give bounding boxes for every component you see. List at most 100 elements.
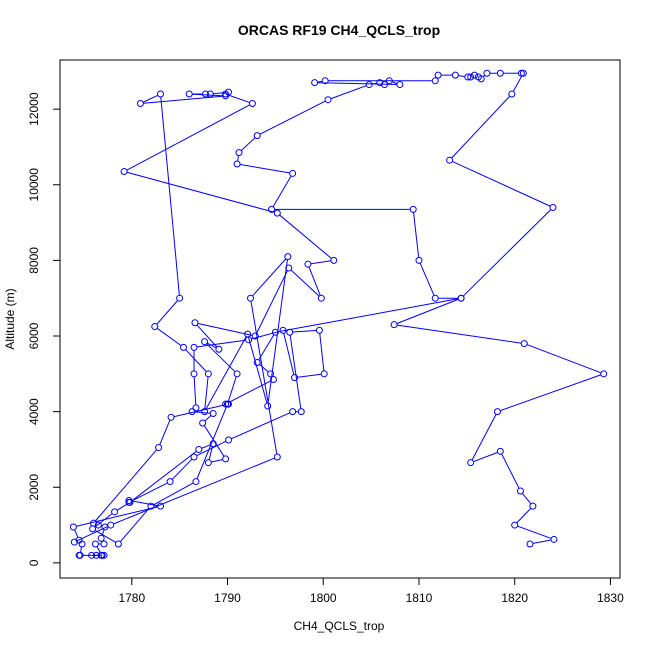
series-line-segment bbox=[80, 547, 82, 553]
data-point bbox=[483, 69, 491, 77]
data-point bbox=[268, 205, 276, 213]
plot-area-frame bbox=[59, 59, 621, 579]
series-line-segment bbox=[290, 269, 320, 297]
data-point bbox=[415, 256, 423, 264]
data-point bbox=[470, 71, 478, 79]
series-line-segment bbox=[241, 137, 256, 151]
chart-title: ORCAS RF19 CH4_QCLS_trop bbox=[238, 22, 440, 38]
data-point bbox=[434, 71, 442, 79]
data-point bbox=[464, 73, 472, 81]
y-tick-label: 0 bbox=[27, 559, 41, 566]
data-point bbox=[202, 90, 210, 98]
data-point bbox=[457, 294, 465, 302]
x-tick-label: 1780 bbox=[118, 591, 145, 605]
series-line-segment bbox=[278, 298, 459, 333]
data-point bbox=[114, 540, 122, 548]
data-point bbox=[92, 551, 100, 559]
series-line-segment bbox=[473, 452, 498, 463]
series-line-segment bbox=[208, 446, 213, 460]
x-axis: 1780 1790 1800 1810 1820 1830 bbox=[118, 577, 624, 605]
data-point bbox=[222, 400, 230, 408]
data-point bbox=[70, 538, 78, 546]
series-line-segment bbox=[120, 508, 150, 542]
data-point bbox=[136, 99, 144, 107]
data-point bbox=[517, 69, 525, 77]
data-point bbox=[467, 459, 475, 467]
data-point bbox=[291, 374, 299, 382]
data-point bbox=[107, 521, 115, 529]
series-line-segment bbox=[512, 75, 523, 92]
data-point bbox=[191, 319, 199, 327]
data-point bbox=[222, 92, 230, 100]
data-point bbox=[235, 149, 243, 157]
data-point bbox=[195, 445, 203, 453]
data-point bbox=[76, 551, 84, 559]
series-line-segment bbox=[458, 75, 465, 78]
y-tick-label: 6000 bbox=[27, 322, 41, 349]
series-line-segment bbox=[228, 94, 250, 103]
data-point bbox=[167, 413, 175, 421]
data-point bbox=[390, 321, 398, 329]
data-point bbox=[100, 551, 108, 559]
series-line-segment bbox=[228, 376, 237, 402]
data-point bbox=[120, 168, 128, 176]
series-line-segment bbox=[196, 406, 227, 479]
series-line-segment bbox=[171, 458, 193, 480]
series-line-segment bbox=[231, 412, 290, 440]
data-point bbox=[511, 521, 519, 529]
data-point bbox=[396, 81, 404, 89]
series-line-segment bbox=[516, 508, 532, 524]
data-point bbox=[451, 71, 459, 79]
data-point bbox=[317, 294, 325, 302]
data-point bbox=[520, 340, 528, 348]
series-line-segment bbox=[157, 328, 182, 346]
data-point bbox=[381, 81, 389, 89]
series-line-segment bbox=[533, 539, 551, 544]
data-point bbox=[233, 370, 241, 378]
x-axis-label: CH4_QCLS_trop bbox=[294, 619, 385, 633]
data-point bbox=[244, 330, 252, 338]
data-point bbox=[304, 260, 312, 268]
data-point bbox=[89, 525, 97, 533]
series-line-segment bbox=[259, 100, 326, 135]
x-tick-label: 1790 bbox=[214, 591, 241, 605]
series-line-segment bbox=[500, 374, 601, 412]
series-line-segment bbox=[451, 96, 511, 159]
series-line-segment bbox=[413, 212, 420, 258]
series-line-segment bbox=[95, 449, 157, 522]
data-point bbox=[201, 408, 209, 416]
data-point bbox=[97, 534, 105, 542]
series-line-segment bbox=[228, 380, 271, 404]
data-point bbox=[206, 90, 214, 98]
series-line-segment bbox=[204, 376, 209, 409]
series-line-segment bbox=[153, 482, 194, 506]
x-tick-label: 1810 bbox=[406, 591, 433, 605]
series-line-segment bbox=[96, 546, 101, 553]
data-point bbox=[176, 294, 184, 302]
data-point bbox=[209, 440, 217, 448]
data-point bbox=[467, 73, 475, 81]
data-point bbox=[285, 264, 293, 272]
data-point bbox=[493, 408, 501, 416]
data-point bbox=[526, 540, 534, 548]
data-point bbox=[88, 551, 96, 559]
series-line-segment bbox=[95, 530, 116, 543]
series-line-segment bbox=[205, 336, 247, 410]
series-line-segment bbox=[392, 81, 397, 84]
series-line-segment bbox=[206, 343, 236, 372]
y-tick-label: 4000 bbox=[27, 398, 41, 425]
series-line-segment bbox=[76, 506, 158, 527]
series-line-segment bbox=[292, 330, 317, 333]
series-line-segment bbox=[527, 344, 601, 374]
series-line-segment bbox=[396, 298, 459, 324]
data-point bbox=[446, 156, 454, 164]
data-point bbox=[185, 90, 193, 98]
series-line-segment bbox=[258, 334, 275, 360]
series-line-segment bbox=[117, 503, 128, 511]
data-point bbox=[516, 487, 524, 495]
data-point bbox=[273, 209, 281, 217]
data-point bbox=[224, 400, 232, 408]
data-point bbox=[155, 444, 163, 452]
series-line-segment bbox=[317, 80, 323, 83]
series-line-segment bbox=[113, 457, 275, 525]
